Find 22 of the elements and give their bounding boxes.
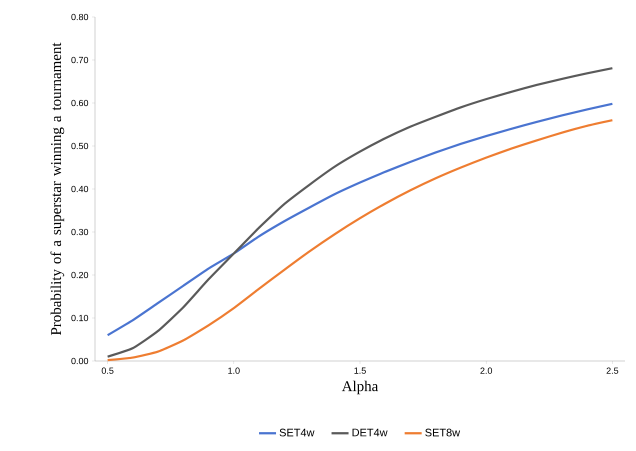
x-axis-title: Alpha [342, 380, 378, 394]
legend-label: DET4w [352, 428, 388, 436]
y-tick-label: 0.00 [71, 358, 88, 364]
line-series [106, 119, 614, 362]
x-tick-label: 1.5 [354, 368, 366, 374]
y-tick-label: 0.80 [71, 14, 88, 20]
x-tick-label: 2.0 [480, 368, 492, 374]
x-tick-label: 0.5 [102, 368, 114, 374]
y-tick-label: 0.70 [71, 56, 88, 64]
y-tick-label: 0.30 [71, 228, 88, 236]
y-tick-label: 0.40 [71, 186, 88, 192]
y-tick-label: 0.60 [71, 100, 88, 106]
y-tick-label: 0.10 [71, 314, 88, 322]
line-series [106, 102, 614, 336]
y-tick-label: 0.20 [71, 272, 88, 278]
x-tick-label: 1.0 [228, 368, 240, 374]
legend-label: SET4w [280, 428, 314, 436]
x-tick-label: 2.5 [606, 368, 618, 374]
y-tick-label: 0.50 [71, 142, 88, 150]
y-axis-title: Probability of a superstar winning a tournament [50, 42, 64, 336]
line-series [106, 67, 614, 358]
legend-label: SET8w [425, 428, 460, 436]
